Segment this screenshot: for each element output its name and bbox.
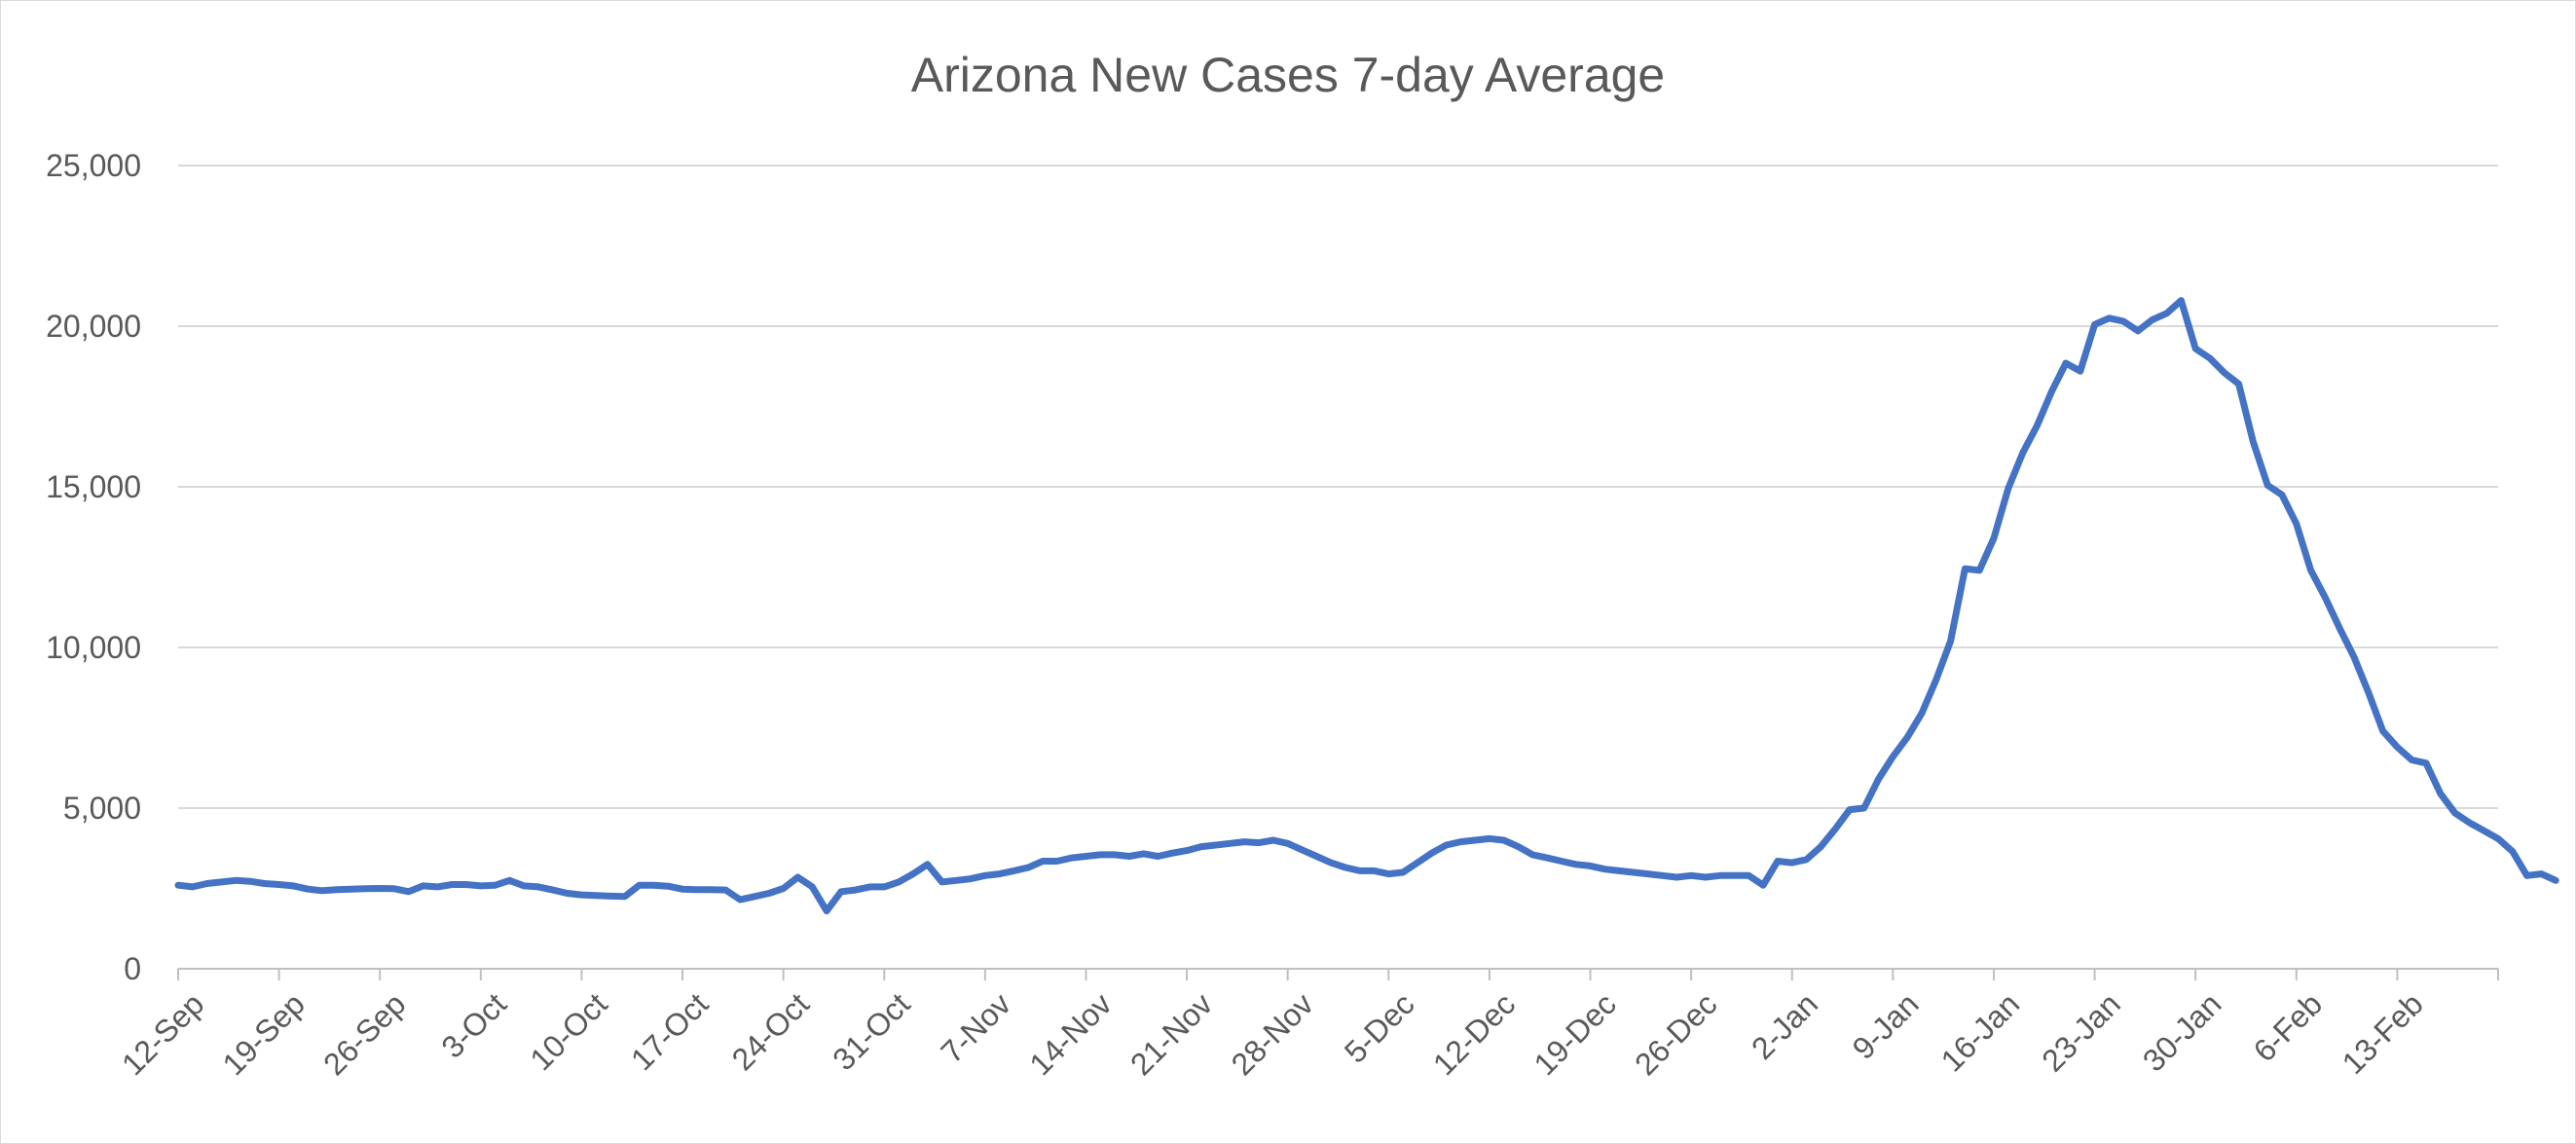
y-tick-label: 25,000 — [46, 148, 141, 183]
x-tick-label: 28-Nov — [1225, 986, 1320, 1082]
x-tick-label: 26-Sep — [316, 986, 412, 1082]
x-tick-label: 16-Jan — [1934, 986, 2027, 1079]
x-tick-label: 19-Sep — [216, 986, 312, 1082]
x-tick-label: 5-Dec — [1338, 986, 1421, 1070]
x-tick-label: 9-Jan — [1846, 986, 1926, 1066]
x-axis-ticks: 12-Sep 19-Sep 26-Sep 3-Oct 10-Oct 17-Oct 24-Oc… — [115, 969, 2499, 1082]
y-tick-label: 10,000 — [46, 630, 141, 665]
x-tick-label: 31-Oct — [826, 986, 916, 1077]
x-tick-label: 2-Jan — [1745, 986, 1824, 1066]
x-tick-label: 30-Jan — [2136, 986, 2228, 1079]
series-line — [174, 297, 2559, 915]
x-tick-label: 24-Oct — [725, 986, 816, 1077]
x-tick-label: 3-Oct — [434, 986, 513, 1065]
gridlines — [178, 165, 2498, 809]
y-tick-label: 5,000 — [63, 791, 141, 826]
x-tick-label: 13-Feb — [2336, 986, 2430, 1081]
x-tick-label: 23-Jan — [2035, 986, 2127, 1079]
x-tick-label: 12-Dec — [1426, 986, 1522, 1082]
x-tick-label: 14-Nov — [1022, 986, 1118, 1082]
x-tick-label: 6-Feb — [2247, 986, 2330, 1069]
chart-title: Arizona New Cases 7-day Average — [911, 48, 1666, 102]
series-group — [174, 297, 2559, 915]
y-tick-label: 15,000 — [46, 469, 141, 504]
y-tick-label: 0 — [124, 951, 141, 986]
x-tick-label: 7-Nov — [934, 986, 1017, 1070]
x-tick-label: 19-Dec — [1527, 986, 1622, 1082]
x-tick-label: 26-Dec — [1628, 986, 1723, 1082]
x-tick-label: 10-Oct — [523, 986, 613, 1077]
y-axis-tick-labels: 0 5,000 10,000 15,000 20,000 25,000 — [46, 148, 141, 986]
x-tick-label: 21-Nov — [1123, 986, 1219, 1082]
y-tick-label: 20,000 — [46, 309, 141, 344]
x-tick-label: 17-Oct — [624, 986, 715, 1077]
x-tick-label: 12-Sep — [115, 986, 210, 1082]
